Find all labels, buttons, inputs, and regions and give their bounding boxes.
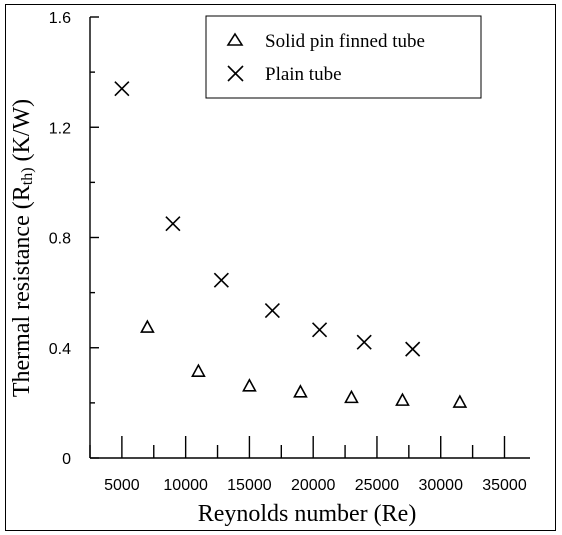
legend-label-solid-pin: Solid pin finned tube (265, 31, 425, 52)
triangle-point (140, 319, 155, 333)
triangle-point (452, 394, 468, 408)
x-tick-label: 35000 (482, 477, 527, 494)
triangle-point (191, 363, 206, 377)
x-tick-label: 10000 (163, 477, 208, 494)
y-tick-label: 1.2 (49, 120, 71, 137)
x-point (165, 216, 181, 232)
triangle-point (395, 392, 410, 406)
legend: Solid pin finned tube Plain tube (205, 15, 482, 99)
y-axis-title-unit: (K/W) (9, 99, 35, 168)
legend-x-marker (227, 65, 244, 82)
y-tick-label: 0.4 (49, 341, 71, 358)
data-marks (114, 81, 468, 408)
x-tick-label: 5000 (104, 477, 140, 494)
legend-box (205, 15, 482, 99)
legend-triangle-marker (226, 32, 244, 46)
y-tick-label: 1.6 (49, 10, 71, 27)
triangle-point (242, 378, 257, 392)
x-tick-label: 15000 (227, 477, 272, 494)
y-tick-label: 0 (62, 451, 71, 468)
x-point (213, 272, 229, 288)
x-tick-label: 20000 (291, 477, 336, 494)
x-point (114, 81, 130, 97)
x-point (311, 322, 328, 338)
y-tick-label: 0.8 (49, 231, 71, 248)
x-tick-label: 30000 (418, 477, 463, 494)
figure-border (5, 4, 556, 531)
x-point (405, 341, 421, 357)
triangle-point (293, 384, 308, 398)
y-axis-title-main: Thermal resistance (R (9, 185, 35, 397)
triangle-point (344, 389, 359, 404)
legend-label-plain-tube: Plain tube (265, 64, 342, 85)
x-tick-label: 25000 (355, 477, 400, 494)
y-axis-title: Thermal resistance (Rth) (K/W) (9, 99, 36, 397)
x-point (356, 334, 372, 350)
y-axis-title-subscript: th) (19, 167, 36, 185)
ticks: 0 0.4 0.8 1.2 1.6 5000 10000 15000 20000 25000 300… (49, 10, 527, 494)
x-axis-title: Reynolds number (Re) (198, 501, 417, 527)
x-point (264, 302, 280, 319)
